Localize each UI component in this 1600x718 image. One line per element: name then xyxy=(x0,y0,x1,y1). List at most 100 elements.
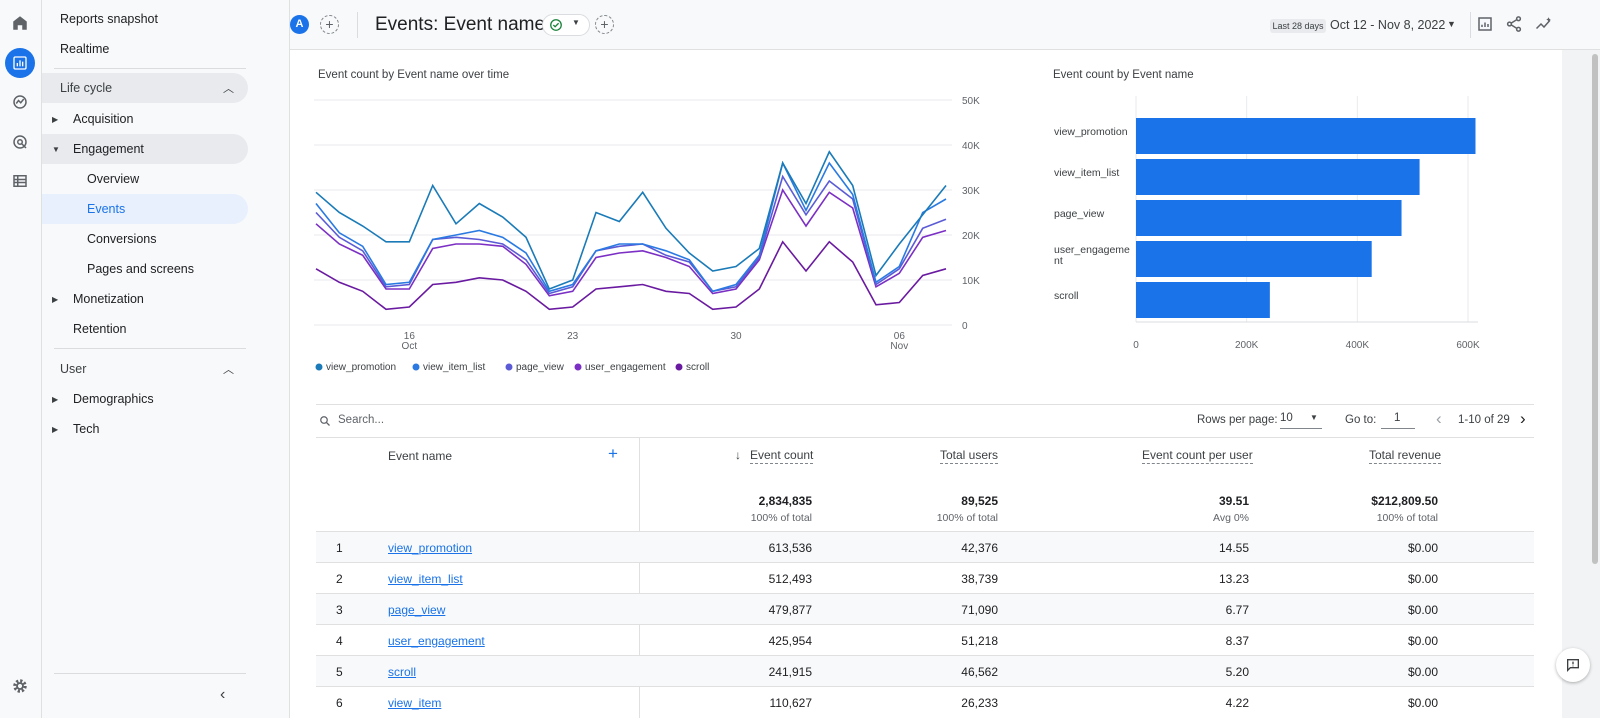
nav-divider xyxy=(54,348,246,349)
cell-event-count: 241,915 xyxy=(768,665,812,679)
bar-chart: 0 200K 400K 600K view_promotion view_item_lis… xyxy=(1054,96,1480,351)
event-name-link[interactable]: user_engagement xyxy=(388,634,485,648)
series-line-scroll xyxy=(315,240,947,311)
cell-revenue: $0.00 xyxy=(1407,634,1438,648)
add-filter-icon[interactable]: + xyxy=(595,15,614,34)
chevron-up-icon: ︿ xyxy=(223,83,234,95)
nav-events[interactable]: Events xyxy=(42,194,248,224)
nav-realtime[interactable]: Realtime xyxy=(42,34,248,64)
header-total-users[interactable]: Total users xyxy=(940,448,999,464)
nav-reports-snapshot[interactable]: Reports snapshot xyxy=(42,4,248,34)
x-tick-label: 30 xyxy=(730,331,742,342)
y-tick-label: 0 xyxy=(962,321,968,332)
cell-event-count: 479,877 xyxy=(768,603,812,617)
explore-icon[interactable] xyxy=(5,87,35,117)
cell-revenue: $0.00 xyxy=(1407,572,1438,586)
nav-acquisition[interactable]: ▶ Acquisition xyxy=(42,104,248,134)
cell-per-user: 14.55 xyxy=(1218,541,1249,555)
event-name-link[interactable]: scroll xyxy=(388,665,417,679)
header-divider xyxy=(357,12,358,38)
header-total-revenue[interactable]: Total revenue xyxy=(1369,448,1442,464)
page-scrollbar[interactable] xyxy=(1590,50,1600,718)
add-comparison-icon[interactable]: + xyxy=(320,15,339,34)
configure-list-icon[interactable] xyxy=(5,166,35,196)
comparison-avatar[interactable]: A xyxy=(290,15,309,34)
row-index: 4 xyxy=(336,634,343,648)
nav-tech[interactable]: ▶ Tech xyxy=(42,414,248,444)
bar-user-engageme-nt xyxy=(1136,241,1372,277)
cell-total-users: 51,218 xyxy=(961,634,998,648)
date-range-picker[interactable]: Oct 12 - Nov 8, 2022 xyxy=(1330,18,1446,32)
nav-monetization[interactable]: ▶ Monetization xyxy=(42,284,248,314)
bar-view-promotion xyxy=(1136,118,1476,154)
advertising-icon[interactable] xyxy=(5,127,35,157)
legend-label: scroll xyxy=(686,362,709,373)
date-range-label: Last 28 days xyxy=(1270,19,1326,33)
date-dropdown-caret-icon[interactable]: ▼ xyxy=(1447,19,1456,29)
table-row[interactable]: 3 page_view 479,877 71,090 6.77 $0.00 xyxy=(316,593,1534,624)
nav-conversions[interactable]: Conversions xyxy=(42,224,248,254)
header-event-count-per-user[interactable]: Event count per user xyxy=(1142,448,1253,464)
table-row[interactable]: 6 view_item 110,627 26,233 4.22 $0.00 xyxy=(316,686,1534,717)
x-tick-label: Oct xyxy=(402,341,418,352)
feedback-icon xyxy=(1567,659,1579,672)
caret-down-icon: ▼ xyxy=(572,18,580,27)
event-name-link[interactable]: view_promotion xyxy=(388,541,473,555)
row-index: 3 xyxy=(336,603,343,617)
nav-label: User xyxy=(60,362,87,376)
nav-pages-and-screens[interactable]: Pages and screens xyxy=(42,254,248,284)
chevron-up-icon: ︿ xyxy=(223,364,234,376)
cell-event-count: 425,954 xyxy=(768,634,812,648)
rows-per-page-select[interactable]: 10 ▼ xyxy=(1280,410,1322,429)
add-dimension-plus-icon[interactable]: + xyxy=(608,444,618,463)
table-row[interactable]: 1 view_promotion 613,536 42,376 14.55 $0.00 xyxy=(316,531,1534,562)
x-tick-label: Nov xyxy=(890,341,908,352)
nav-overview[interactable]: Overview xyxy=(42,164,248,194)
cell-event-count: 512,493 xyxy=(768,572,812,586)
event-name-link[interactable]: view_item_list xyxy=(388,572,463,586)
nav-label: Conversions xyxy=(87,232,157,246)
customize-report-icon[interactable] xyxy=(1476,15,1494,33)
table-row[interactable]: 5 scroll 241,915 46,562 5.20 $0.00 xyxy=(316,655,1534,686)
reports-icon[interactable] xyxy=(5,48,35,78)
caret-down-icon: ▼ xyxy=(52,144,60,154)
table-toolbar xyxy=(316,404,1534,438)
header-divider xyxy=(1470,12,1471,38)
page-title: Events: Event name xyxy=(375,14,546,35)
table-row[interactable]: 2 view_item_list 512,493 38,739 13.23 $0.00 xyxy=(316,562,1534,593)
x-tick-label: 200K xyxy=(1235,340,1259,351)
table-search-input[interactable]: Search... xyxy=(338,414,385,426)
nav-section-user[interactable]: User ︿ xyxy=(42,354,248,384)
feedback-button[interactable] xyxy=(1556,648,1590,682)
report-status-chip[interactable]: ▼ xyxy=(542,14,590,36)
table-row[interactable]: 4 user_engagement 425,954 51,218 8.37 $0.00 xyxy=(316,624,1534,655)
search-icon xyxy=(320,416,330,426)
header-event-count[interactable]: Event count xyxy=(750,448,814,464)
header-event-name[interactable]: Event name xyxy=(388,449,453,463)
insights-icon[interactable] xyxy=(1534,15,1554,33)
scrollbar-thumb[interactable] xyxy=(1592,54,1598,564)
cell-revenue: $0.00 xyxy=(1407,696,1438,710)
goto-label: Go to: xyxy=(1345,414,1377,426)
nav-retention[interactable]: Retention xyxy=(42,314,248,344)
prev-page-chevron-icon[interactable]: ‹ xyxy=(1436,409,1442,428)
goto-page-input[interactable]: 1 xyxy=(1381,410,1415,429)
settings-gear-icon[interactable] xyxy=(5,671,35,701)
nav-demographics[interactable]: ▶ Demographics xyxy=(42,384,248,414)
nav-engagement[interactable]: ▼ Engagement xyxy=(42,134,248,164)
collapse-chevron-left-icon[interactable]: ‹ xyxy=(220,686,226,703)
cell-total-users: 42,376 xyxy=(961,541,998,555)
nav-label: Events xyxy=(87,202,126,216)
cell-total-users: 38,739 xyxy=(961,572,998,586)
home-icon[interactable] xyxy=(5,8,35,38)
event-name-link[interactable]: view_item xyxy=(388,696,442,710)
cell-per-user: 5.20 xyxy=(1225,665,1249,679)
nav-label: Demographics xyxy=(73,392,154,406)
next-page-chevron-icon[interactable]: › xyxy=(1520,409,1526,428)
nav-section-lifecycle[interactable]: Life cycle ︿ xyxy=(42,73,248,103)
series-line-user-engagement xyxy=(315,188,947,297)
share-icon[interactable] xyxy=(1505,15,1523,33)
nav-label: Retention xyxy=(73,322,127,336)
y-tick-label: 50K xyxy=(962,96,980,107)
event-name-link[interactable]: page_view xyxy=(388,603,446,617)
